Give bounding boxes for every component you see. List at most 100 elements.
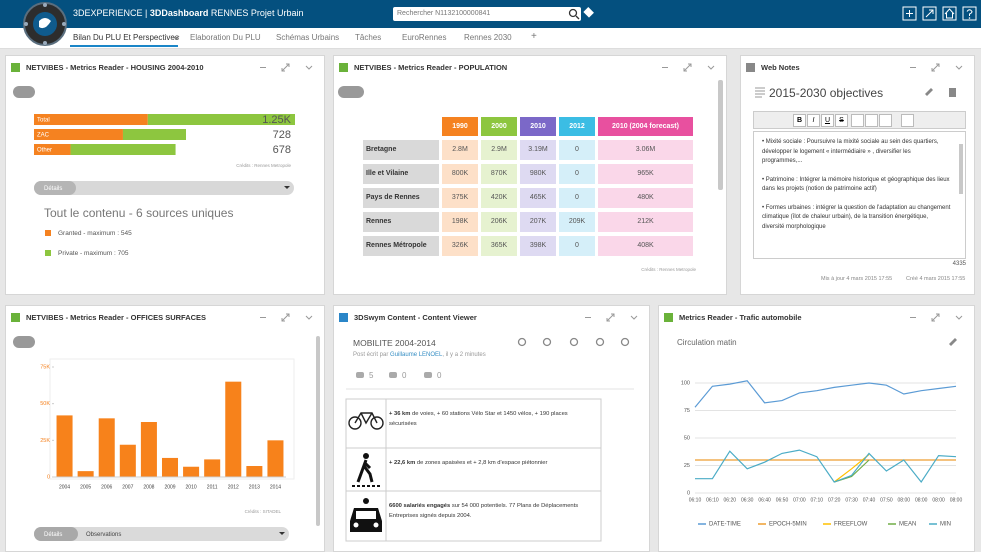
rss-icon[interactable]: [595, 337, 605, 347]
view-button[interactable]: [338, 86, 364, 98]
widget-canvas: [172, 35, 180, 40]
menu-icon[interactable]: [707, 65, 715, 70]
tab[interactable]: Tâches: [355, 33, 382, 42]
x-tick-label: 06:10: [689, 497, 702, 503]
bar-segment: [122, 129, 187, 140]
toolbar-button[interactable]: [879, 114, 892, 127]
legend-label: DATE-TIME: [709, 522, 741, 528]
widget-canvas: [339, 313, 638, 322]
edit-icon[interactable]: [949, 338, 957, 346]
bar: [267, 440, 284, 477]
menu-icon[interactable]: [305, 315, 313, 320]
tab[interactable]: Elaboration Du PLU: [190, 33, 261, 42]
tag-icon[interactable]: [583, 7, 594, 18]
row-header: Rennes Métropole: [363, 236, 439, 256]
credits: Crédits : Rennes Metropole: [641, 267, 696, 272]
dropdown[interactable]: [34, 181, 294, 195]
view-icon[interactable]: [356, 372, 364, 378]
toolbar-button[interactable]: S: [835, 114, 848, 127]
tab-label[interactable]: Détails: [44, 532, 62, 538]
table-cell: 965K: [598, 164, 693, 184]
toolbar-button[interactable]: [901, 114, 914, 127]
tab[interactable]: EuroRennes: [402, 33, 447, 42]
bar: [77, 471, 94, 477]
menu-icon[interactable]: [630, 315, 638, 320]
tab-chevron: [172, 35, 180, 40]
view-button[interactable]: [13, 86, 35, 98]
view-button[interactable]: [13, 336, 35, 348]
updated-date: Mis à jour 4 mars 2015 17:55: [821, 276, 893, 282]
row-box: [345, 447, 602, 492]
x-tick-label: 2012: [228, 484, 239, 490]
note-title: 2015-2030 objectives: [769, 86, 884, 100]
x-tick-label: 2005: [80, 484, 91, 490]
edit-icon[interactable]: [517, 337, 527, 347]
expand-icon[interactable]: [281, 313, 290, 322]
tab-active[interactable]: [34, 527, 78, 541]
bar-label: ZAC: [37, 133, 50, 139]
tab-label[interactable]: Observations: [86, 532, 121, 538]
widget-title: 3DSwym Content - Content Viewer: [354, 313, 477, 322]
x-tick-label: 07:50: [880, 497, 893, 503]
expand-icon[interactable]: [931, 63, 940, 72]
share-icon[interactable]: [922, 6, 937, 21]
credits: Crédits : SITADEL: [245, 509, 282, 514]
legend-label: EPOCH-5MIN: [769, 522, 807, 528]
menu-icon[interactable]: [305, 65, 313, 70]
table-cell: 465K: [520, 188, 556, 208]
counter: 5: [369, 371, 374, 380]
total-label: 678: [273, 144, 291, 156]
expand-icon[interactable]: [606, 313, 615, 322]
app-title: 3DEXPERIENCE | 3DDashboard RENNES Projet…: [73, 8, 303, 18]
bar: [246, 466, 263, 477]
tab[interactable]: Schémas Urbains: [276, 33, 340, 42]
widget-canvas: [339, 63, 715, 72]
bar: [161, 457, 179, 477]
logo[interactable]: [22, 1, 68, 47]
tab[interactable]: Bilan Du PLU Et Perspectives: [73, 33, 179, 42]
toolbar-button[interactable]: U: [821, 114, 834, 127]
table-cell: 980K: [520, 164, 556, 184]
menu-icon[interactable]: [955, 315, 963, 320]
tab[interactable]: +: [531, 31, 537, 42]
legend-label: MEAN: [899, 522, 916, 528]
toolbar-button[interactable]: I: [807, 114, 820, 127]
table-cell: 2.9M: [481, 140, 517, 160]
search-box[interactable]: Rechercher N1132100000841: [393, 7, 581, 21]
toolbar-button[interactable]: [851, 114, 864, 127]
expand-icon[interactable]: [931, 313, 940, 322]
x-tick-label: 06:20: [724, 497, 737, 503]
search-icon[interactable]: [568, 8, 578, 18]
toolbar-button[interactable]: B: [793, 114, 806, 127]
idea-icon[interactable]: [569, 337, 579, 347]
comment-icon[interactable]: [424, 372, 432, 378]
delete-icon[interactable]: [949, 88, 956, 97]
toolbar-button[interactable]: [865, 114, 878, 127]
delete-icon[interactable]: [542, 337, 552, 347]
edit-icon[interactable]: [925, 88, 933, 96]
like-icon[interactable]: [389, 372, 397, 378]
expand-icon[interactable]: [281, 63, 290, 72]
note-icon: [755, 87, 765, 98]
x-tick-label: 06:10: [706, 497, 719, 503]
home-icon[interactable]: [942, 6, 957, 21]
tab[interactable]: Rennes 2030: [464, 33, 512, 42]
x-tick-label: 07:30: [845, 497, 858, 503]
total-label: 728: [273, 129, 291, 141]
help-icon[interactable]: [962, 6, 977, 21]
widget: Web Notes 2015-2030 objectives B I U S • Mixit…: [740, 55, 975, 295]
widget-title: NETVIBES - Metrics Reader - HOUSING 2004…: [26, 63, 204, 72]
row-text: + 22,6 km de zones apaisées et + 2,8 km …: [389, 458, 594, 468]
add-icon[interactable]: [902, 6, 917, 21]
expand-icon[interactable]: [683, 63, 692, 72]
menu-icon[interactable]: [955, 65, 963, 70]
row-box: [345, 490, 602, 542]
series-line: [833, 454, 870, 483]
row-header: Pays de Rennes: [363, 188, 439, 208]
x-tick-label: 2009: [164, 484, 175, 490]
legend-label: Granted - maximum : 545: [58, 230, 132, 237]
credits: Crédits : Rennes Metropole: [236, 163, 291, 168]
share-icon[interactable]: [620, 337, 630, 347]
widget-icon: [746, 63, 755, 72]
x-tick-label: 08:00: [898, 497, 911, 503]
